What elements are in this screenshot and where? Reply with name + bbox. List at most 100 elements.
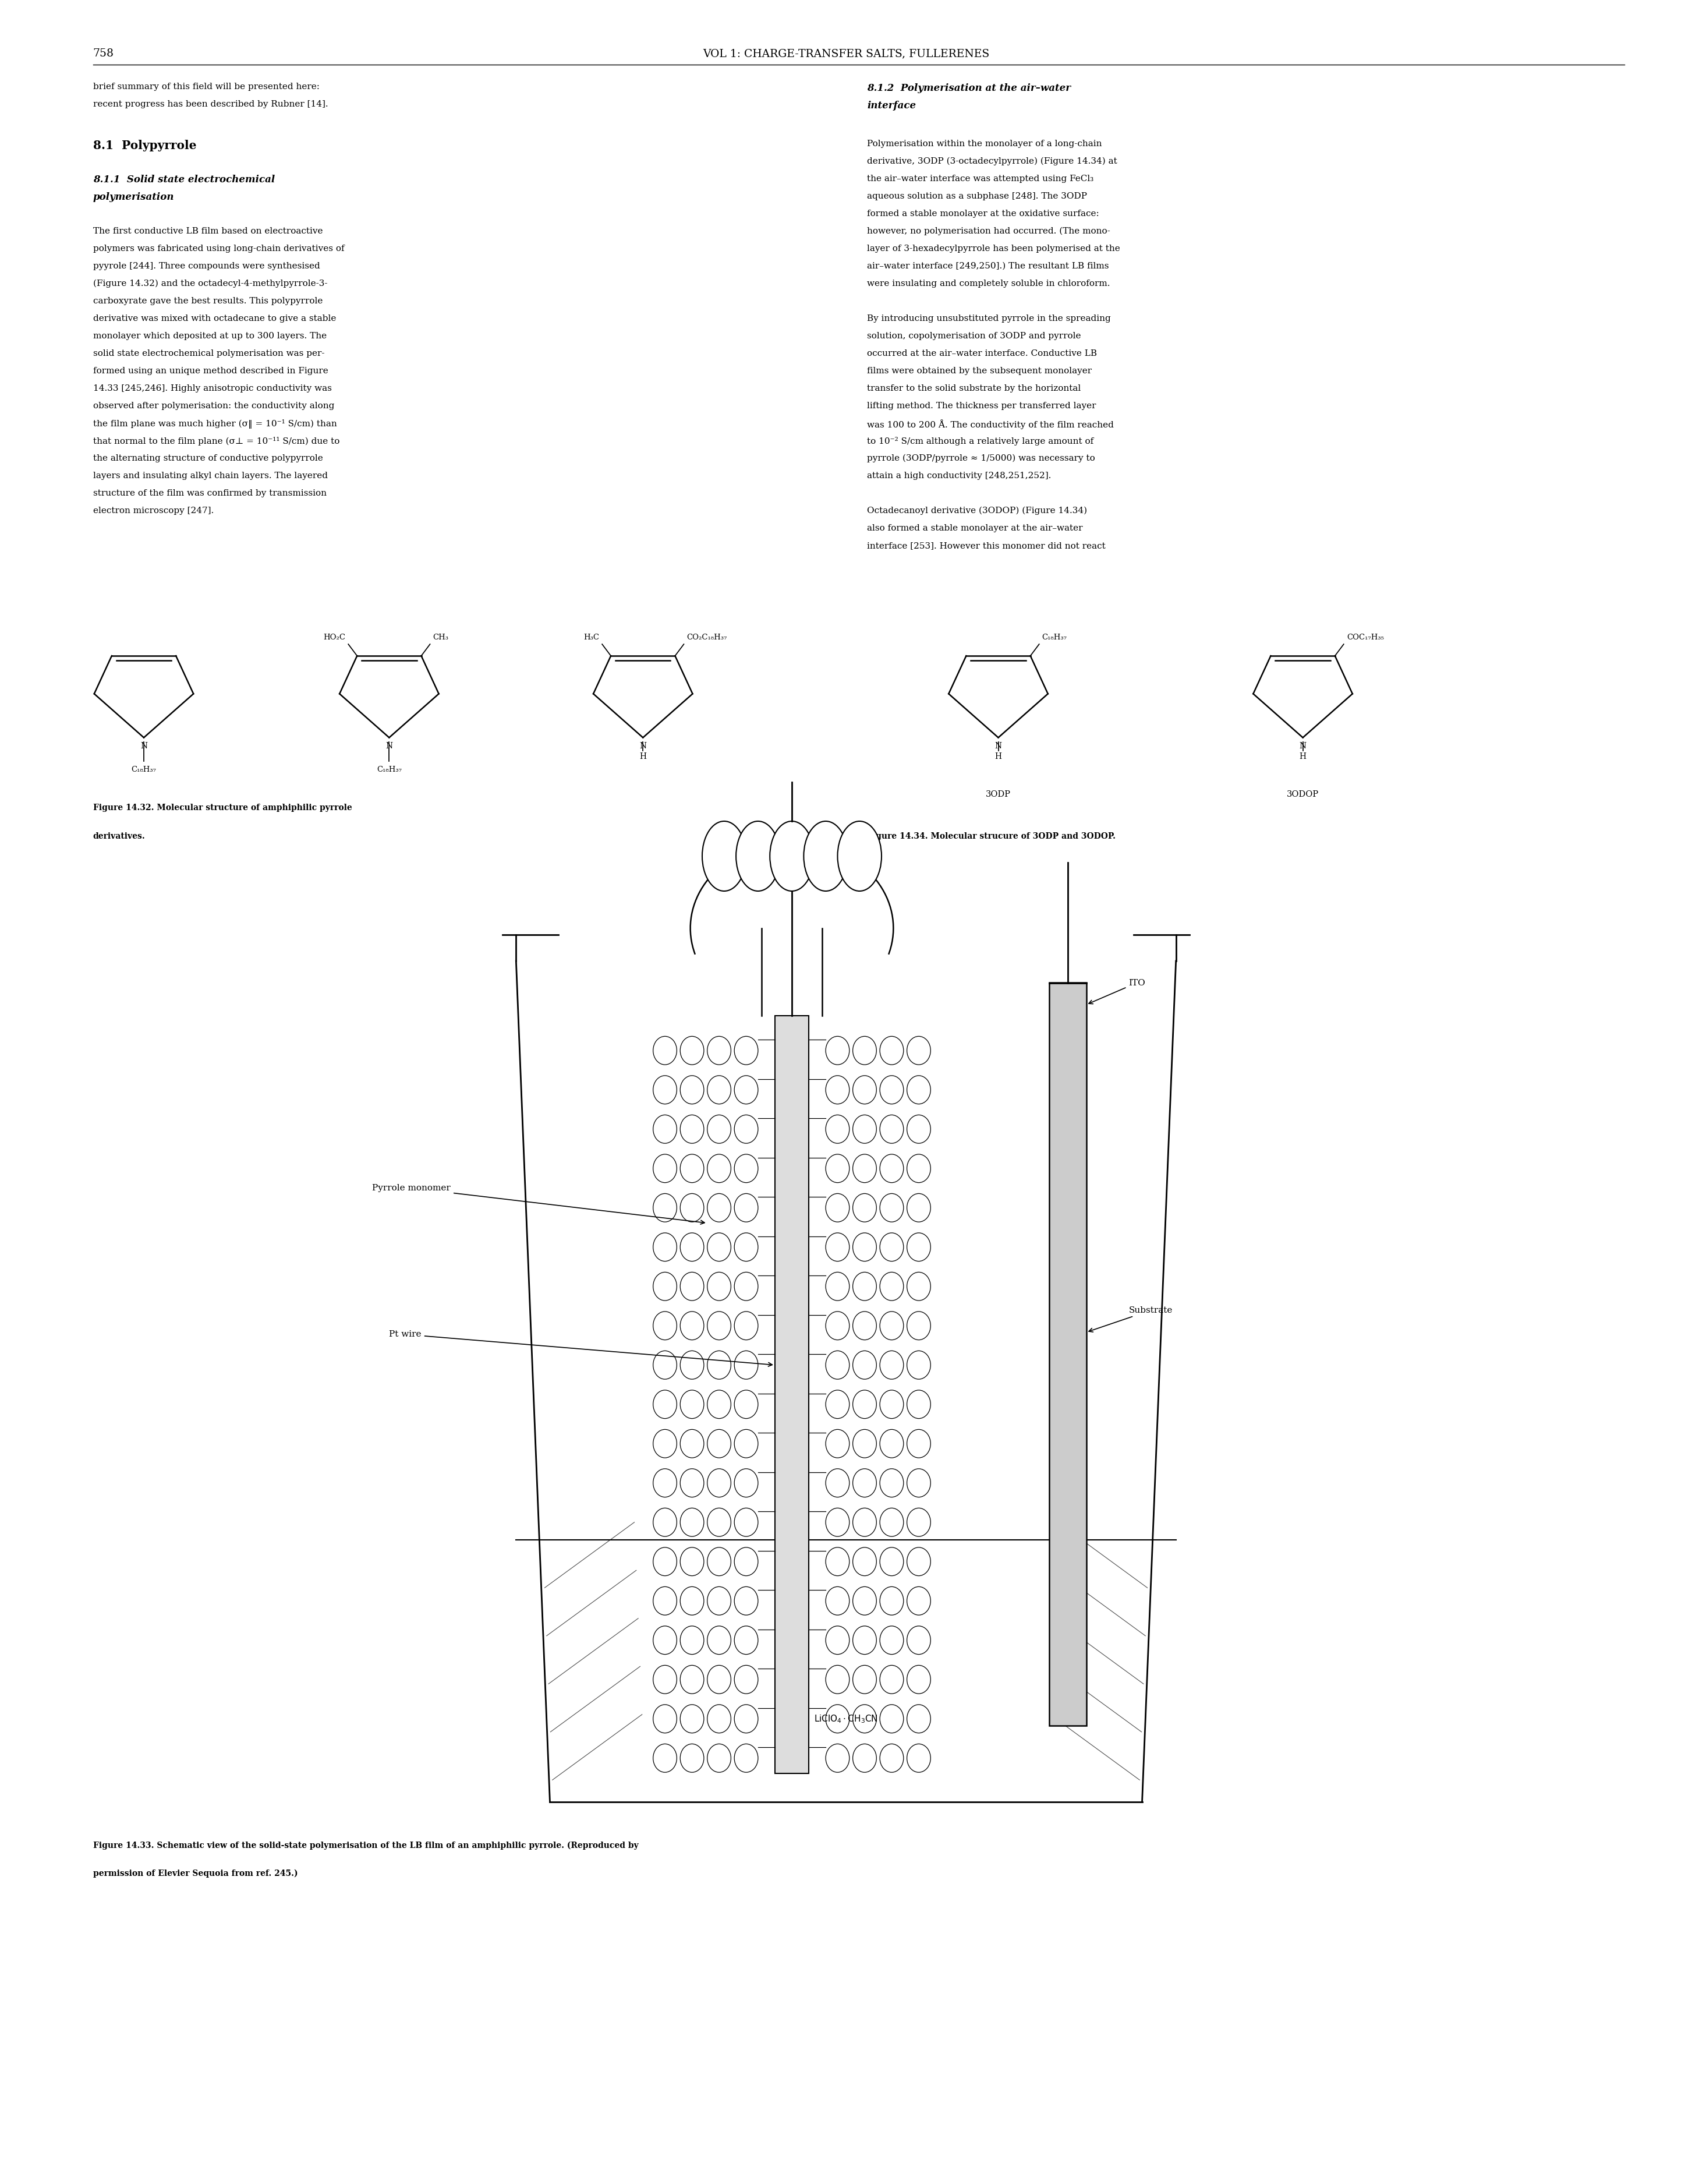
Ellipse shape	[653, 1116, 677, 1144]
Ellipse shape	[734, 1548, 758, 1577]
Ellipse shape	[707, 1391, 731, 1420]
Ellipse shape	[826, 1704, 849, 1734]
Ellipse shape	[736, 821, 780, 891]
Ellipse shape	[653, 1625, 677, 1655]
Text: permission of Elevier Sequoia from ref. 245.): permission of Elevier Sequoia from ref. …	[93, 1870, 298, 1878]
Ellipse shape	[907, 1391, 931, 1420]
Text: CO₂C₁₈H₃₇: CO₂C₁₈H₃₇	[687, 633, 728, 642]
Ellipse shape	[907, 1586, 931, 1616]
Ellipse shape	[707, 1273, 731, 1302]
Ellipse shape	[680, 1195, 704, 1223]
Ellipse shape	[804, 821, 848, 891]
Ellipse shape	[853, 1625, 876, 1655]
Ellipse shape	[707, 1234, 731, 1262]
Text: C₁₈H₃₇: C₁₈H₃₇	[132, 767, 156, 773]
Ellipse shape	[907, 1431, 931, 1459]
Ellipse shape	[880, 1350, 904, 1380]
Ellipse shape	[707, 1743, 731, 1773]
Ellipse shape	[853, 1586, 876, 1616]
Ellipse shape	[880, 1273, 904, 1302]
Text: the air–water interface was attempted using FeCl₃: the air–water interface was attempted us…	[866, 175, 1093, 183]
Ellipse shape	[907, 1470, 931, 1498]
Text: Figure 14.34. Molecular strucure of 3ODP and 3ODOP.: Figure 14.34. Molecular strucure of 3ODP…	[866, 832, 1115, 841]
Ellipse shape	[734, 1116, 758, 1144]
Ellipse shape	[653, 1155, 677, 1184]
Text: C₁₈H₃₇: C₁₈H₃₇	[1042, 633, 1068, 642]
Text: Octadecanoyl derivative (3ODOP) (Figure 14.34): Octadecanoyl derivative (3ODOP) (Figure …	[866, 507, 1088, 515]
Ellipse shape	[907, 1273, 931, 1302]
Ellipse shape	[853, 1077, 876, 1105]
Ellipse shape	[838, 821, 882, 891]
Ellipse shape	[702, 821, 746, 891]
Ellipse shape	[734, 1077, 758, 1105]
Ellipse shape	[734, 1310, 758, 1341]
Text: occurred at the air–water interface. Conductive LB: occurred at the air–water interface. Con…	[866, 349, 1096, 358]
Ellipse shape	[853, 1391, 876, 1420]
Ellipse shape	[734, 1470, 758, 1498]
Ellipse shape	[826, 1116, 849, 1144]
Ellipse shape	[707, 1586, 731, 1616]
Ellipse shape	[826, 1431, 849, 1459]
Ellipse shape	[653, 1586, 677, 1616]
Text: H₃C: H₃C	[584, 633, 599, 642]
Ellipse shape	[680, 1664, 704, 1695]
Ellipse shape	[734, 1509, 758, 1538]
Ellipse shape	[880, 1116, 904, 1144]
Text: aqueous solution as a subphase [248]. The 3ODP: aqueous solution as a subphase [248]. Th…	[866, 192, 1088, 201]
Ellipse shape	[880, 1470, 904, 1498]
Ellipse shape	[653, 1273, 677, 1302]
Text: pyyrole [244]. Three compounds were synthesised: pyyrole [244]. Three compounds were synt…	[93, 262, 320, 271]
Text: 3ODP: 3ODP	[986, 791, 1010, 799]
Text: layers and insulating alkyl chain layers. The layered: layers and insulating alkyl chain layers…	[93, 472, 328, 480]
Text: H: H	[640, 751, 646, 760]
Text: solid state electrochemical polymerisation was per-: solid state electrochemical polymerisati…	[93, 349, 325, 358]
Ellipse shape	[880, 1155, 904, 1184]
Ellipse shape	[853, 1470, 876, 1498]
Ellipse shape	[653, 1234, 677, 1262]
Ellipse shape	[853, 1195, 876, 1223]
Ellipse shape	[880, 1509, 904, 1538]
Ellipse shape	[707, 1431, 731, 1459]
Text: ITO: ITO	[1088, 978, 1145, 1005]
Ellipse shape	[826, 1077, 849, 1105]
Ellipse shape	[907, 1548, 931, 1577]
Text: 8.1  Polypyrrole: 8.1 Polypyrrole	[93, 140, 196, 151]
Text: $\mathrm{LiClO_4 \cdot CH_3CN}$: $\mathrm{LiClO_4 \cdot CH_3CN}$	[814, 1714, 878, 1723]
Text: derivative, 3ODP (3-octadecylpyrrole) (Figure 14.34) at: derivative, 3ODP (3-octadecylpyrrole) (F…	[866, 157, 1117, 166]
Ellipse shape	[680, 1625, 704, 1655]
Ellipse shape	[653, 1704, 677, 1734]
Ellipse shape	[734, 1155, 758, 1184]
Ellipse shape	[907, 1116, 931, 1144]
Text: N: N	[140, 743, 147, 751]
Ellipse shape	[734, 1743, 758, 1773]
Text: carboxyrate gave the best results. This polypyrrole: carboxyrate gave the best results. This …	[93, 297, 323, 306]
Ellipse shape	[853, 1273, 876, 1302]
Text: The first conductive LB film based on electroactive: The first conductive LB film based on el…	[93, 227, 323, 236]
Text: Polymerisation within the monolayer of a long-chain: Polymerisation within the monolayer of a…	[866, 140, 1101, 149]
Ellipse shape	[680, 1509, 704, 1538]
Ellipse shape	[907, 1743, 931, 1773]
Ellipse shape	[880, 1195, 904, 1223]
Ellipse shape	[653, 1470, 677, 1498]
Text: derivative was mixed with octadecane to give a stable: derivative was mixed with octadecane to …	[93, 314, 337, 323]
Text: observed after polymerisation: the conductivity along: observed after polymerisation: the condu…	[93, 402, 335, 411]
Ellipse shape	[826, 1586, 849, 1616]
Ellipse shape	[653, 1350, 677, 1380]
Text: 758: 758	[93, 48, 113, 59]
Text: N: N	[995, 743, 1002, 751]
Ellipse shape	[653, 1664, 677, 1695]
Ellipse shape	[853, 1431, 876, 1459]
Text: (Figure 14.32) and the octadecyl-4-methylpyrrole-3-: (Figure 14.32) and the octadecyl-4-methy…	[93, 280, 328, 288]
Text: COC₁₇H₃₅: COC₁₇H₃₅	[1347, 633, 1384, 642]
Ellipse shape	[734, 1234, 758, 1262]
Text: Figure 14.33. Schematic view of the solid-state polymerisation of the LB film of: Figure 14.33. Schematic view of the soli…	[93, 1841, 638, 1850]
Ellipse shape	[880, 1743, 904, 1773]
Text: to 10⁻² S/cm although a relatively large amount of: to 10⁻² S/cm although a relatively large…	[866, 437, 1093, 446]
Text: attain a high conductivity [248,251,252].: attain a high conductivity [248,251,252]…	[866, 472, 1051, 480]
Ellipse shape	[734, 1586, 758, 1616]
Ellipse shape	[907, 1509, 931, 1538]
Ellipse shape	[734, 1195, 758, 1223]
Ellipse shape	[734, 1350, 758, 1380]
Ellipse shape	[853, 1310, 876, 1341]
Ellipse shape	[826, 1273, 849, 1302]
